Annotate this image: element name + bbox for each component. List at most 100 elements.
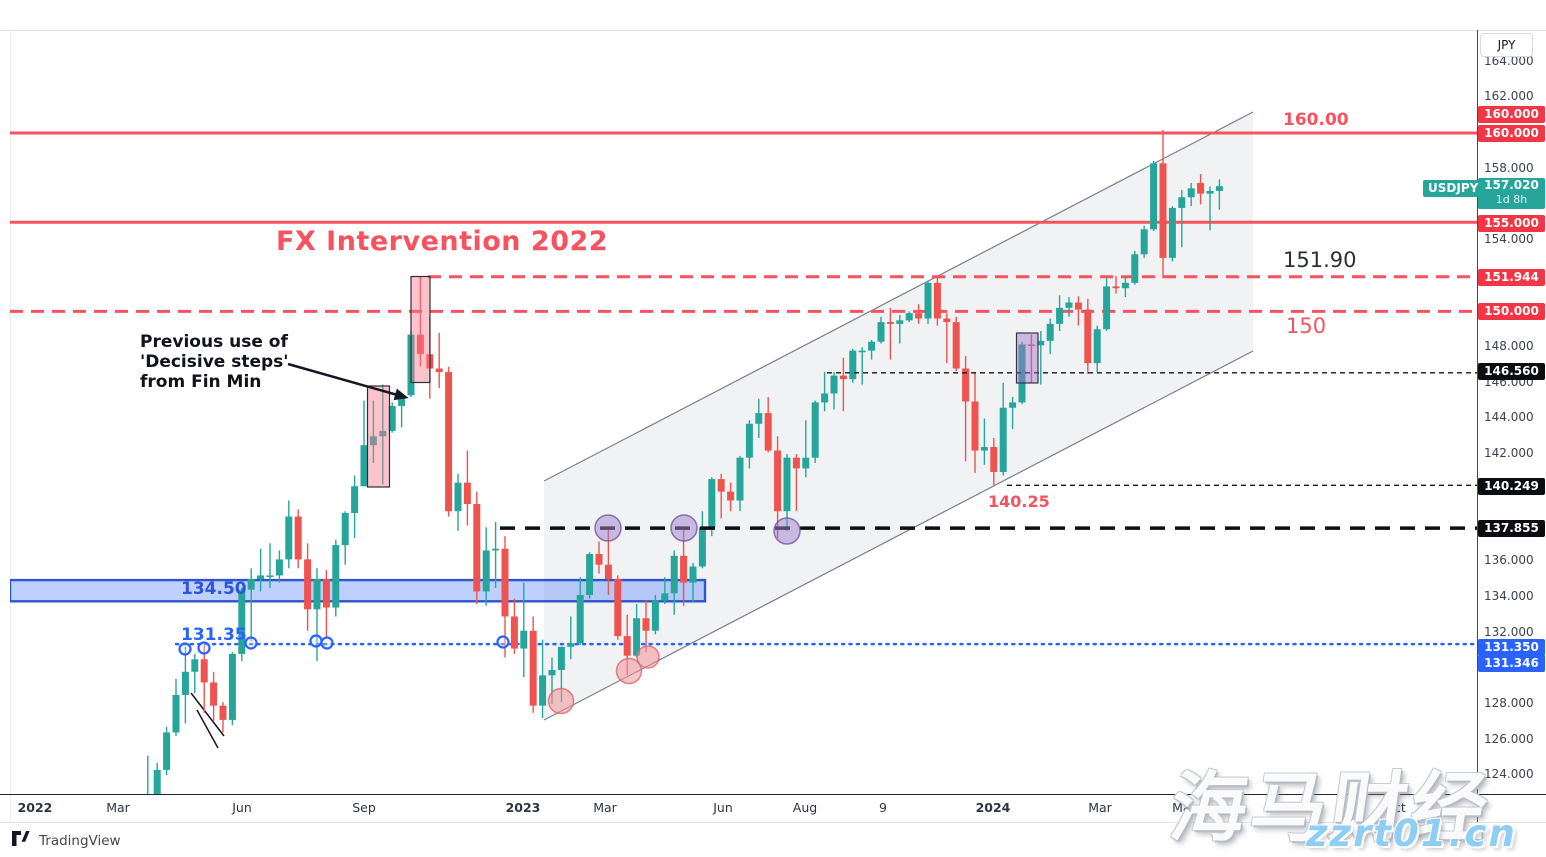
tradingview-attribution[interactable]: TradingView xyxy=(12,831,121,850)
x-axis-tick-2022: 2022 xyxy=(17,800,53,815)
candle xyxy=(520,582,528,678)
blue-ring-marker[interactable] xyxy=(309,634,323,648)
candle xyxy=(1037,331,1045,385)
support-zone-134-50[interactable] xyxy=(10,578,707,603)
candle xyxy=(1112,276,1120,294)
x-axis-tick-Aug: Aug xyxy=(792,800,818,815)
candle xyxy=(492,521,500,588)
x-axis-tick-2023: 2023 xyxy=(505,800,541,815)
candle xyxy=(943,313,951,364)
candle xyxy=(163,727,171,776)
candle xyxy=(181,646,189,724)
candle xyxy=(257,548,265,592)
candle xyxy=(398,393,406,428)
pink-marker-circle[interactable] xyxy=(547,687,575,715)
candlestick-series xyxy=(147,129,1223,794)
purple-marker-circle[interactable] xyxy=(594,514,622,542)
x-axis-tick-Jun: Jun xyxy=(713,800,733,815)
annotation-label-131-35: 131.35 xyxy=(181,625,247,645)
x-axis-tick-2024: 2024 xyxy=(975,800,1011,815)
intervention-box-sep-2022[interactable] xyxy=(366,385,391,488)
blue-ring-marker[interactable] xyxy=(496,635,510,649)
annotation-fx-intervention-2022: FX Intervention 2022 xyxy=(276,226,609,257)
annotation-label-160: 160.00 xyxy=(1283,110,1349,130)
candle xyxy=(379,384,387,485)
intervention-box-oct-2022[interactable] xyxy=(410,275,431,384)
candle xyxy=(219,702,227,733)
candle xyxy=(1121,276,1129,298)
channel-upper-line[interactable] xyxy=(543,111,1254,482)
candle xyxy=(1103,278,1111,332)
annotation-label-134-50: 134.50 xyxy=(181,579,247,599)
blue-ring-marker[interactable] xyxy=(197,641,211,655)
pink-marker-circle[interactable] xyxy=(636,645,660,669)
y-axis-tick: 154.000 xyxy=(1484,232,1534,247)
y-axis-tick: 142.000 xyxy=(1484,446,1534,461)
price-badge-131.350: 131.350 xyxy=(1478,639,1545,656)
plot-left-border xyxy=(10,30,11,822)
price-badge-157.020: 157.020 1d 8h xyxy=(1478,178,1545,209)
pink-marker-circle[interactable] xyxy=(615,657,643,685)
time-axis-separator[interactable] xyxy=(0,794,1546,795)
candle xyxy=(839,357,847,412)
candle xyxy=(510,598,518,654)
x-axis-tick-Mar: Mar xyxy=(593,800,617,815)
candle xyxy=(689,562,697,603)
y-axis-tick: 164.000 xyxy=(1484,53,1534,68)
candle xyxy=(858,347,866,385)
candle xyxy=(670,550,678,615)
candle xyxy=(1187,182,1195,207)
price-badge-140.249: 140.249 xyxy=(1478,478,1545,495)
countdown-timer: 1d 8h xyxy=(1495,193,1528,206)
wedge-annotation-line[interactable] xyxy=(196,709,219,749)
purple-marker-circle[interactable] xyxy=(773,517,801,545)
price-badge-160.000: 160.000 xyxy=(1478,125,1545,142)
candle xyxy=(915,304,923,324)
candle xyxy=(482,527,490,606)
blue-ring-marker[interactable] xyxy=(320,636,334,650)
candle xyxy=(717,473,725,519)
candle xyxy=(745,420,753,469)
price-badge-137.855: 137.855 xyxy=(1478,520,1545,537)
candle xyxy=(1178,190,1186,248)
candle xyxy=(210,671,218,722)
candle xyxy=(642,600,650,653)
annotation-decisive-line2: 'Decisive steps' xyxy=(140,352,289,372)
purple-marker-circle[interactable] xyxy=(670,514,698,542)
candle xyxy=(1159,129,1167,279)
candle xyxy=(416,276,424,367)
y-axis-tick: 144.000 xyxy=(1484,410,1534,425)
candle xyxy=(980,418,988,465)
candle xyxy=(962,356,970,462)
candle xyxy=(651,595,659,635)
candle xyxy=(1018,341,1026,405)
candle xyxy=(266,543,274,588)
header-bar xyxy=(0,0,1546,31)
candle xyxy=(886,307,894,360)
y-axis-tick: 124.000 xyxy=(1484,767,1534,782)
annotation-label-140-25: 140.25 xyxy=(988,492,1050,511)
y-axis-tick: 126.000 xyxy=(1484,731,1534,746)
plot-area[interactable] xyxy=(10,111,1477,823)
blue-ring-marker[interactable] xyxy=(178,642,192,656)
annotation-decisive-steps: Previous use of 'Decisive steps' from Fi… xyxy=(140,332,300,392)
candle xyxy=(304,543,312,631)
x-axis-tick-May: May xyxy=(1172,800,1198,815)
currency-toggle-button[interactable]: JPY xyxy=(1480,33,1533,57)
candle xyxy=(360,400,368,487)
candle xyxy=(595,541,603,574)
candle xyxy=(322,570,330,638)
candle xyxy=(821,372,829,412)
candle xyxy=(802,420,810,478)
annotation-arrow-line[interactable] xyxy=(287,362,402,398)
wedge-annotation-line[interactable] xyxy=(190,692,225,737)
candle xyxy=(1093,325,1101,373)
candle xyxy=(849,348,857,383)
candle xyxy=(1131,250,1139,285)
price-axis-separator[interactable] xyxy=(1477,30,1478,822)
blue-ring-marker[interactable] xyxy=(244,636,258,650)
channel-lower-line[interactable] xyxy=(543,350,1254,721)
candle xyxy=(275,550,283,583)
highlight-box-jan-2024[interactable] xyxy=(1015,332,1039,384)
